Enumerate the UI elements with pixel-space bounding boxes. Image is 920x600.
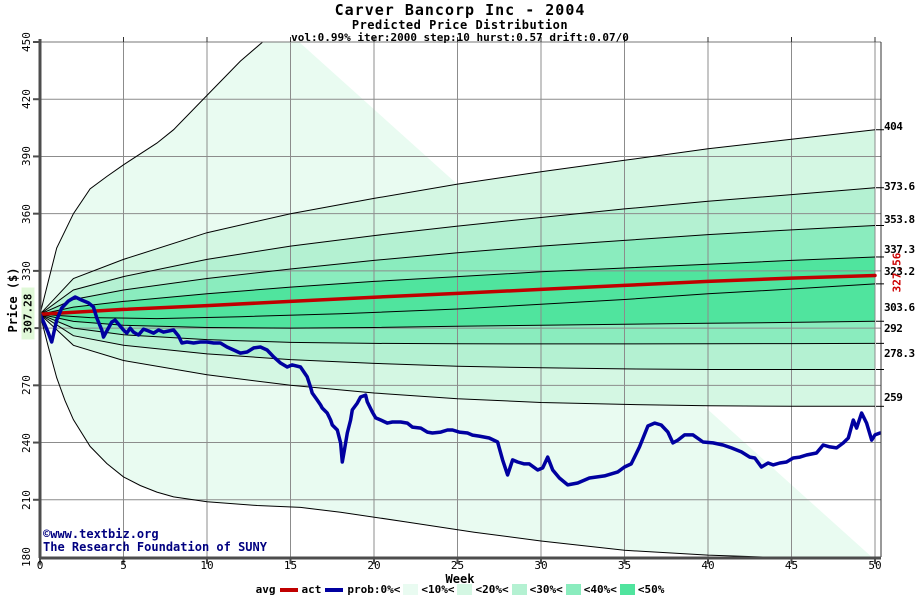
y-axis-tick-label: 450 [20, 32, 33, 52]
legend-band-color-swatch [619, 584, 635, 595]
simulation-params: vol:0.99% iter:2000 step:10 hurst:0.57 d… [291, 31, 629, 44]
chart-subtitle: Predicted Price Distribution [351, 18, 569, 32]
band-end-value-label: 259 [884, 391, 903, 405]
y-axis-tick-label: 180 [20, 547, 33, 567]
band-end-value-label: 278.3 [884, 346, 915, 360]
x-axis-tick-label: 10 [200, 559, 214, 572]
x-axis-tick-label: 15 [283, 559, 298, 572]
legend-act-line-swatch [325, 587, 344, 592]
x-axis-tick-label: 35 [617, 559, 632, 572]
watermark-org: The Research Foundation of SUNY [43, 540, 267, 554]
watermark-url: ©www.textbiz.org [43, 527, 159, 541]
legend-band-color-swatch [565, 584, 581, 595]
y-axis-tick-label: 420 [20, 89, 33, 110]
x-axis-tick-label: 25 [450, 559, 465, 572]
start-price-label: 307.28 [21, 287, 35, 340]
band-end-value-label: 337.3 [884, 242, 915, 256]
legend-probability-label: <20%< [475, 583, 509, 596]
y-axis-title: Price ($) [6, 267, 20, 333]
legend-act-label: act [301, 583, 322, 596]
legend: avg act prob:0%< <10%< <20%< <30%< <40%< <50% [0, 583, 920, 596]
x-axis-tick-label: 40 [701, 559, 715, 572]
legend-probability-label: prob:0%< [347, 583, 401, 596]
y-axis-tick-label: 210 [20, 489, 33, 510]
legend-band-color-swatch [511, 584, 527, 595]
legend-probability-label: <40%< [583, 583, 617, 596]
x-axis-tick-label: 20 [367, 559, 381, 572]
band-end-value-label: 373.6 [884, 179, 915, 193]
x-axis-tick-label: 0 [36, 559, 44, 572]
x-axis-tick-label: 45 [784, 559, 799, 572]
y-axis-tick-label: 330 [20, 260, 33, 281]
x-axis-title: Week [445, 572, 475, 586]
chart-title: Carver Bancorp Inc - 2004 [334, 1, 586, 19]
legend-avg-label: avg [255, 583, 276, 596]
x-axis-tick-label: 50 [868, 559, 882, 572]
band-end-value-label: 303.6 [884, 301, 915, 315]
x-axis-tick-label: 30 [534, 559, 548, 572]
legend-band-color-swatch [457, 584, 473, 595]
y-axis-tick-label: 240 [20, 432, 33, 453]
legend-band-color-swatch [403, 584, 419, 595]
legend-probability-label: <10%< [421, 583, 455, 596]
band-end-value-label: 404 [884, 119, 903, 133]
y-axis-tick-label: 390 [20, 146, 33, 167]
x-axis-tick-label: 5 [120, 559, 127, 572]
band-end-value-label: 323.2 [884, 264, 915, 278]
band-end-value-label: 292 [884, 322, 903, 336]
legend-avg-line-swatch [279, 587, 298, 592]
average-end-price-label: 327.56 [890, 252, 904, 293]
legend-probability-label: <30%< [529, 583, 563, 596]
legend-probability-label: <50% [637, 583, 665, 596]
y-axis-tick-label: 360 [20, 203, 33, 224]
band-end-value-label: 353.8 [884, 213, 915, 227]
y-axis-tick-label: 270 [20, 375, 33, 396]
